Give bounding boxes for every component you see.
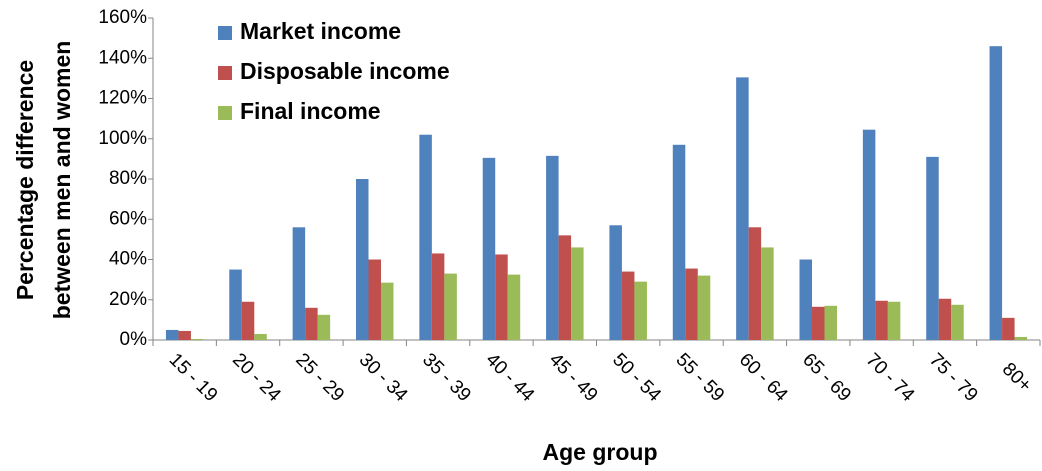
bar	[482, 157, 496, 340]
y-tick-label: 0%	[120, 329, 148, 350]
bar	[672, 144, 686, 340]
legend-label: Market income	[240, 18, 401, 44]
x-tick-label: 70 - 74	[862, 349, 919, 406]
bar	[444, 273, 457, 340]
bar	[697, 275, 711, 340]
bar	[229, 269, 242, 340]
bar	[507, 274, 521, 340]
y-tick-label: 140%	[98, 47, 147, 68]
bar	[1002, 317, 1015, 340]
x-tick-label: 55 - 59	[672, 349, 729, 406]
bar	[305, 307, 318, 340]
bar	[495, 254, 508, 340]
bar	[558, 235, 572, 340]
legend-swatch	[218, 66, 232, 80]
y-axis-title: Percentage difference	[12, 60, 38, 300]
y-tick-label: 80%	[109, 168, 147, 189]
y-tick-label: 100%	[98, 128, 147, 149]
bar	[190, 338, 204, 340]
y-tick-label: 40%	[109, 249, 147, 270]
x-tick-label: 60 - 64	[735, 349, 792, 406]
bar	[431, 253, 445, 340]
bar	[621, 271, 635, 340]
x-tick-label: 80+	[998, 359, 1036, 397]
x-tick-label: 25 - 29	[291, 349, 348, 406]
x-tick-label: 75 - 79	[925, 349, 982, 406]
x-tick-label: 40 - 44	[481, 349, 538, 406]
bar	[862, 129, 876, 340]
bar	[241, 301, 255, 340]
x-tick-label: 30 - 34	[355, 349, 412, 406]
bar	[824, 305, 837, 340]
y-axis-title: between men and women	[49, 41, 75, 320]
bar	[748, 227, 762, 340]
bar	[887, 301, 901, 340]
bar	[178, 330, 191, 340]
bar	[951, 304, 964, 340]
y-tick-label: 120%	[98, 88, 147, 109]
bar	[938, 298, 952, 340]
bar	[875, 300, 888, 340]
bar	[368, 259, 381, 340]
legend-label: Disposable income	[240, 58, 450, 84]
legend-swatch	[218, 26, 232, 40]
x-tick-label: 20 - 24	[228, 349, 285, 406]
bar	[317, 314, 331, 340]
y-tick-label: 20%	[109, 289, 147, 310]
bar	[292, 227, 306, 340]
bar	[1014, 336, 1028, 340]
x-axis-title: Age group	[543, 439, 658, 465]
bar	[761, 247, 774, 340]
y-tick-label: 60%	[109, 208, 147, 229]
bar	[799, 259, 812, 340]
legend-label: Final income	[240, 98, 381, 124]
bar	[989, 46, 1003, 341]
bar	[546, 155, 559, 340]
x-tick-label: 35 - 39	[418, 349, 475, 406]
x-tick-label: 45 - 49	[545, 349, 602, 406]
bar	[571, 247, 584, 340]
y-tick-label: 160%	[98, 7, 147, 28]
bar	[165, 329, 179, 340]
bar	[685, 268, 698, 340]
bar	[254, 333, 267, 340]
bar	[812, 306, 825, 340]
bar	[926, 156, 939, 340]
bar	[609, 225, 622, 340]
legend-swatch	[218, 106, 232, 120]
bar	[634, 281, 647, 340]
bar	[356, 179, 369, 340]
bar	[419, 134, 432, 340]
x-tick-label: 65 - 69	[798, 349, 855, 406]
x-tick-label: 15 - 19	[165, 349, 222, 406]
x-tick-label: 50 - 54	[608, 349, 665, 406]
bar	[736, 77, 749, 341]
bar	[381, 282, 394, 340]
